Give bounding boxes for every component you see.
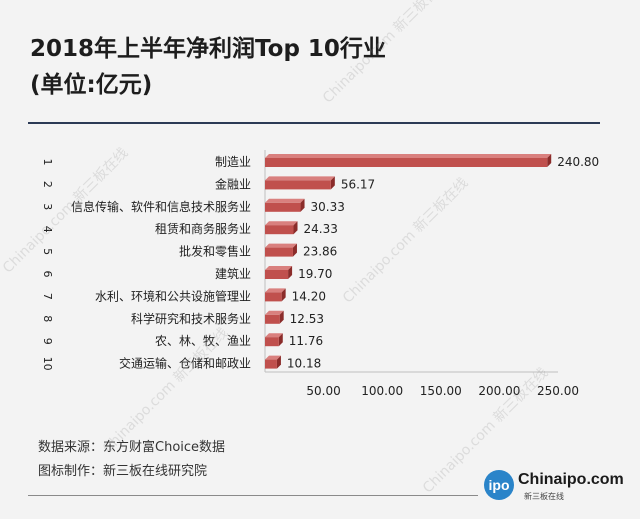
bar-top-face [265, 243, 297, 248]
bar-value-label: 11.76 [289, 334, 323, 348]
logo-text: Chinaipo.com [518, 471, 624, 488]
rank-label: 7 [41, 293, 54, 300]
bar-end-face [292, 243, 297, 257]
chart-maker-note: 图标制作：新三板在线研究院 [38, 464, 208, 479]
bar [265, 247, 293, 257]
category-label: 交通运输、仓储和邮政业 [119, 356, 251, 371]
bar [265, 225, 294, 235]
bar-value-label: 24.33 [304, 222, 338, 236]
bar-end-face [330, 176, 335, 190]
logo-ipo-icon: ipo [484, 470, 514, 500]
bar-chart: 240.80 制造业 1 56.17 金融业 2 30.33 信息传输、软件和信息技术服务业 3… [41, 150, 599, 398]
bar-top-face [265, 288, 286, 293]
bar-value-label: 12.53 [290, 312, 324, 326]
bar-value-label: 19.70 [298, 267, 332, 281]
bar-top-face [265, 176, 335, 181]
category-label: 金融业 [215, 176, 251, 191]
data-source-note: 数据来源：东方财富Choice数据 [38, 440, 226, 455]
category-label: 水利、环境和公共设施管理业 [95, 288, 251, 303]
bar-value-label: 30.33 [311, 200, 345, 214]
rank-label: 2 [41, 181, 54, 188]
bar-top-face [265, 221, 298, 226]
bar-top-face [265, 333, 283, 338]
top-divider [28, 122, 600, 124]
category-label: 建筑业 [215, 266, 251, 281]
logo-subtext: 新三板在线 [524, 492, 564, 501]
bar-value-label: 23.86 [303, 245, 337, 259]
category-label: 批发和零售业 [179, 244, 251, 259]
bar-top-face [265, 198, 305, 203]
rank-label: 4 [41, 226, 54, 233]
rank-label: 6 [41, 271, 54, 278]
chart-subtitle: (单位:亿元) [30, 72, 153, 98]
category-label: 农、林、牧、渔业 [155, 334, 251, 348]
x-tick-label: 250.00 [537, 384, 579, 398]
bar-top-face [265, 310, 284, 315]
category-label: 信息传输、软件和信息技术服务业 [71, 199, 251, 214]
bar-value-label: 56.17 [341, 177, 375, 191]
category-label: 科学研究和技术服务业 [131, 311, 251, 326]
bar [265, 202, 301, 212]
category-label: 租赁和商务服务业 [155, 221, 251, 236]
rank-label: 5 [41, 248, 54, 255]
bar [265, 337, 279, 347]
chart-title: 2018年上半年净利润Top 10行业 [30, 36, 386, 62]
x-tick-label: 200.00 [478, 384, 520, 398]
bar-value-label: 10.18 [287, 357, 321, 371]
x-tick-label: 50.00 [306, 384, 340, 398]
bar-end-face [288, 266, 293, 279]
rank-label: 10 [41, 357, 54, 371]
rank-label: 8 [41, 315, 54, 322]
x-tick-label: 100.00 [361, 384, 403, 398]
bar-end-face [276, 355, 281, 369]
bar-top-face [265, 355, 281, 360]
bar [265, 292, 282, 302]
bar-top-face [265, 154, 552, 158]
bar-end-face [279, 310, 284, 324]
bar [265, 158, 548, 167]
bar-end-face [293, 221, 298, 235]
x-tick-label: 150.00 [420, 384, 462, 398]
bar [265, 359, 277, 369]
chinaipo-logo: ipo Chinaipo.com 新三板在线 [484, 470, 624, 504]
bar [265, 180, 331, 190]
rank-label: 1 [41, 159, 54, 166]
bar [265, 314, 280, 324]
bar-value-label: 240.80 [557, 155, 599, 169]
bar [265, 270, 289, 279]
bar-end-face [281, 288, 286, 302]
bar-value-label: 14.20 [292, 289, 326, 303]
rank-label: 9 [41, 338, 54, 345]
category-label: 制造业 [215, 155, 251, 169]
bar-top-face [265, 266, 293, 270]
rank-label: 3 [41, 203, 54, 210]
bar-end-face [547, 154, 552, 167]
bar-end-face [278, 333, 283, 347]
bottom-divider [28, 495, 478, 496]
bar-end-face [300, 198, 305, 212]
